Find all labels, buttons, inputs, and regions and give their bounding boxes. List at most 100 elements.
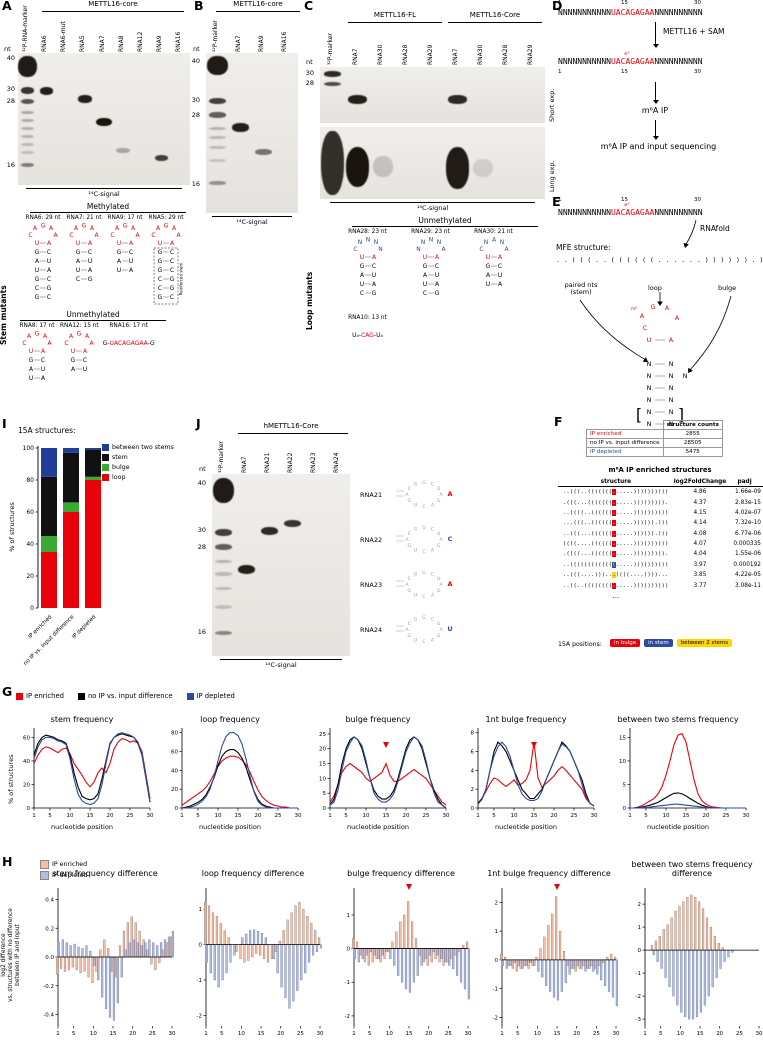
- svg-text:A: A: [156, 225, 161, 232]
- svg-text:25: 25: [127, 813, 134, 819]
- bar-depleted: [101, 956, 104, 998]
- svg-text:A: A: [27, 333, 32, 340]
- bar-enriched: [674, 910, 677, 951]
- svg-text:% of structures: % of structures: [8, 502, 16, 552]
- chart-xlabel: nucleotide position: [495, 823, 557, 831]
- bar-enriched: [352, 938, 355, 949]
- position15-highlight: .: [612, 582, 616, 589]
- legend-label: IP depleted: [52, 872, 88, 879]
- lane-label: ³²P-marker: [218, 441, 225, 473]
- svg-text:G: G: [408, 633, 412, 639]
- gel-band: [215, 586, 232, 591]
- svg-text:G: G: [35, 276, 40, 283]
- svg-text:A: A: [504, 246, 509, 253]
- svg-text:A: A: [434, 254, 439, 261]
- panel-label-b: B: [194, 0, 204, 13]
- position15-highlight: .: [612, 572, 616, 579]
- hairpin-diagram: A G AC AU AG CA UU AC G: [69, 223, 99, 284]
- bar-enriched: [111, 956, 114, 972]
- counts-row: no IP vs. input difference 28505: [586, 438, 723, 448]
- svg-text:30: 30: [295, 813, 302, 819]
- svg-text:A: A: [497, 254, 502, 261]
- gel-band: [215, 572, 232, 576]
- svg-text:30: 30: [169, 1031, 176, 1037]
- svg-text:5: 5: [659, 1031, 663, 1037]
- svg-text:A: A: [94, 232, 99, 239]
- svg-text:5: 5: [344, 813, 348, 819]
- svg-text:G: G: [123, 223, 128, 230]
- bar-enriched: [138, 930, 141, 958]
- gel-band: [209, 158, 226, 162]
- svg-text:20: 20: [255, 813, 262, 819]
- gel-band: [39, 87, 54, 96]
- bar-depleted: [592, 959, 595, 972]
- svg-text:5: 5: [644, 813, 648, 819]
- bar-depleted: [596, 959, 599, 975]
- lane-label: RNA16: [174, 31, 182, 52]
- seq-core-b: A: [625, 208, 631, 217]
- svg-text:20: 20: [171, 787, 178, 793]
- bar-enriched: [535, 956, 538, 961]
- svg-text:G: G: [158, 249, 163, 256]
- series-IP enriched: [329, 762, 447, 806]
- gel-band: [20, 126, 35, 131]
- bar-enriched: [114, 956, 118, 978]
- svg-text:N: N: [365, 237, 370, 244]
- highlighted-nucleotide: U: [447, 625, 452, 633]
- lane-label: RNA8: [117, 35, 125, 52]
- svg-text:C: C: [479, 246, 483, 253]
- svg-text:U: U: [437, 576, 440, 582]
- gel-band: [255, 149, 272, 156]
- rna-structure-name: RNA6: 29 nt: [25, 215, 61, 221]
- seq-core-a: UAC: [610, 57, 626, 66]
- svg-text:30: 30: [756, 1031, 763, 1037]
- svg-text:100: 100: [23, 445, 35, 452]
- svg-text:1: 1: [643, 1031, 647, 1037]
- panel-label-f: F: [554, 414, 563, 429]
- gel-band: [215, 544, 232, 551]
- legend-label: between two stems: [112, 444, 174, 451]
- svg-text:A: A: [43, 333, 48, 340]
- unmethylated-line-a: [20, 320, 166, 321]
- bar-enriched: [166, 942, 169, 958]
- svg-text:A: A: [431, 547, 435, 553]
- bar-enriched: [694, 897, 697, 951]
- bar-depleted: [568, 959, 571, 975]
- svg-text:A: A: [33, 225, 38, 232]
- svg-text:G: G: [35, 294, 40, 301]
- svg-text:0.0: 0.0: [45, 955, 54, 961]
- bar-depleted: [699, 949, 703, 1013]
- bar-chart-block: loop frequency difference -2 -1 0 1 1 5 10 15 20 2…: [182, 856, 324, 1040]
- bar-depleted: [412, 948, 415, 983]
- bar-depleted: [144, 942, 147, 958]
- svg-text:A: A: [135, 232, 140, 239]
- series-IP depleted: [33, 732, 151, 806]
- svg-text:A: A: [371, 281, 376, 288]
- bar-depleted: [304, 944, 307, 974]
- bar-enriched: [614, 956, 617, 961]
- gel-band: [323, 81, 342, 87]
- hairpin-diagram: A G AC AU AG CA UU A: [22, 331, 52, 383]
- rna-structure-row: RNA24 G C U A G A C U G A C G U: [360, 609, 464, 651]
- gel-band: [321, 130, 344, 196]
- svg-text:A: A: [170, 240, 175, 247]
- bar-depleted: [436, 948, 439, 956]
- svg-text:G: G: [35, 249, 40, 256]
- series-IP enriched: [33, 737, 151, 799]
- pos-1: 1: [558, 0, 562, 6]
- svg-text:G: G: [414, 482, 418, 488]
- bar-enriched: [418, 948, 422, 956]
- bar-depleted: [672, 949, 675, 997]
- pos-1: 1: [558, 197, 562, 203]
- bar-enriched: [67, 956, 70, 971]
- bar-depleted: [404, 948, 408, 990]
- svg-text:20: 20: [551, 813, 558, 819]
- pos-15: 15: [621, 0, 628, 6]
- svg-text:20: 20: [107, 813, 114, 819]
- table-row: ..((((..((((((......)))))))))) 4.15 4.02e-…: [562, 509, 761, 516]
- short-exposure-label: Short exp.: [548, 88, 556, 122]
- gel-a-title-line: [42, 11, 184, 12]
